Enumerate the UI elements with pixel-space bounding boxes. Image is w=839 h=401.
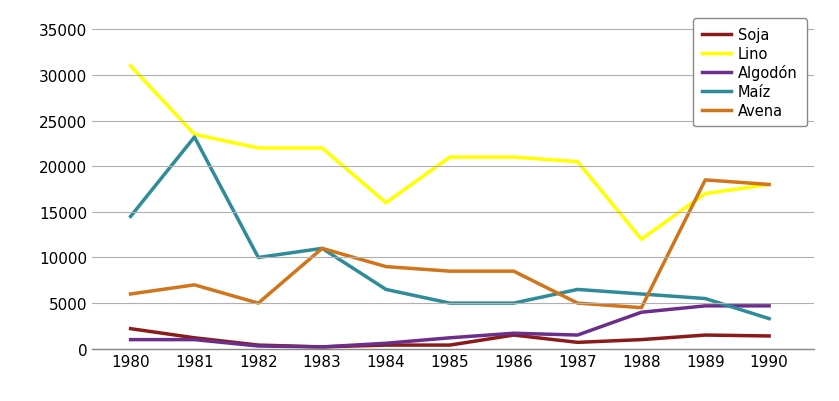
Lino [572,160,582,165]
Soja [381,343,391,348]
Line: Maíz: Maíz [131,138,769,319]
Maíz [381,287,391,292]
Soja [764,334,774,338]
Algodón [572,333,582,338]
Algodón [126,337,136,342]
Lino [126,64,136,69]
Maíz [637,292,647,297]
Avena [572,301,582,306]
Avena [126,292,136,297]
Avena [445,269,455,274]
Lino [445,155,455,160]
Maíz [508,301,519,306]
Algodón [190,337,200,342]
Algodón [508,331,519,336]
Lino [701,192,711,196]
Soja [445,343,455,348]
Lino [317,146,327,151]
Maíz [572,287,582,292]
Algodón [701,304,711,308]
Maíz [317,246,327,251]
Soja [508,333,519,338]
Soja [572,340,582,345]
Avena [508,269,519,274]
Avena [381,265,391,269]
Lino [764,182,774,187]
Lino [190,132,200,137]
Algodón [764,304,774,308]
Maíz [253,255,263,260]
Soja [126,326,136,331]
Line: Algodón: Algodón [131,306,769,347]
Maíz [701,296,711,301]
Line: Soja: Soja [131,329,769,347]
Avena [190,283,200,288]
Soja [637,337,647,342]
Soja [317,344,327,349]
Algodón [637,310,647,315]
Algodón [253,344,263,348]
Maíz [764,316,774,321]
Maíz [445,301,455,306]
Algodón [445,336,455,340]
Maíz [126,215,136,219]
Line: Avena: Avena [131,180,769,308]
Algodón [381,341,391,346]
Lino [381,201,391,206]
Soja [701,333,711,338]
Avena [764,182,774,187]
Lino [508,155,519,160]
Algodón [317,344,327,349]
Avena [701,178,711,183]
Lino [253,146,263,151]
Maíz [190,135,200,140]
Line: Lino: Lino [131,67,769,240]
Soja [253,343,263,348]
Legend: Soja, Lino, Algodón, Maíz, Avena: Soja, Lino, Algodón, Maíz, Avena [693,19,806,127]
Avena [637,306,647,310]
Lino [637,237,647,242]
Soja [190,336,200,340]
Avena [317,246,327,251]
Avena [253,301,263,306]
